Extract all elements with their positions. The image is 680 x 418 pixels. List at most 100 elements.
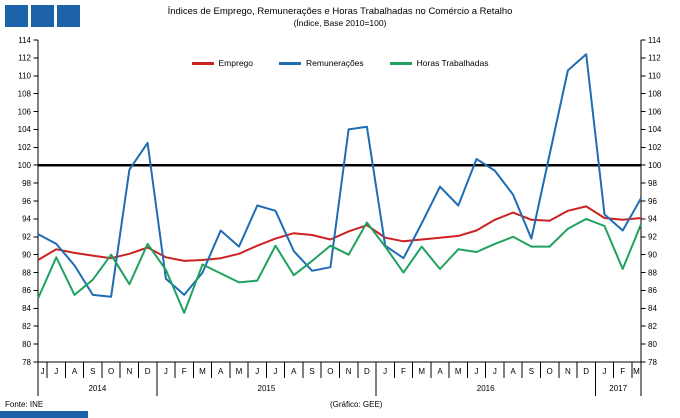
chart-subtitle: (Índice, Base 2010=100) [293,17,387,28]
month-label: M [455,367,462,376]
y-axis-label-left: 108 [18,89,32,98]
y-axis-label-right: 80 [648,340,657,349]
month-label: D [583,367,589,376]
month-label: J [383,367,387,376]
logo-square-icon [5,5,28,27]
month-label: J [255,367,259,376]
month-label: J [475,367,479,376]
month-label: J [54,367,58,376]
y-axis-label-left: 102 [18,143,32,152]
legend-label: Horas Trabalhadas [416,58,489,68]
legend-label: Remunerações [306,58,364,68]
month-label: O [327,367,333,376]
y-axis-label-right: 102 [648,143,662,152]
month-label: S [309,367,314,376]
month-label: A [437,367,443,376]
logo-square-icon [57,5,80,27]
month-label: J [41,367,45,376]
y-axis-label-left: 86 [22,286,31,295]
month-label: M [199,367,206,376]
month-label: M [633,367,640,376]
source-label: Fonte: INE [5,400,44,409]
y-axis-label-right: 104 [648,125,662,134]
y-axis-label-left: 104 [18,125,32,134]
y-axis-label-right: 108 [648,89,662,98]
month-label: S [90,367,95,376]
y-axis-label-left: 90 [22,250,31,259]
month-label: S [529,367,534,376]
month-label: O [547,367,553,376]
y-axis-label-left: 96 [22,197,31,206]
y-axis-label-right: 110 [648,72,661,81]
month-label: D [364,367,370,376]
y-axis-label-left: 106 [18,107,32,116]
month-label: J [274,367,278,376]
y-axis-label-right: 100 [648,161,662,170]
series-line-remunerações [37,53,642,298]
chart-title: Índices de Emprego, Remunerações e Horas… [167,6,513,17]
legend-swatch-icon [279,61,302,65]
month-label: M [236,367,243,376]
year-label: 2016 [477,384,495,393]
month-label: A [72,367,78,376]
year-label: 2014 [88,384,106,393]
month-label: N [565,367,571,376]
bottom-accent-bar [0,411,88,418]
month-label: F [182,367,187,376]
chart-title-block: Índices de Emprego, Remunerações e Horas… [0,6,680,29]
month-label: A [291,367,297,376]
month-label: D [145,367,151,376]
legend-item-remunerações: Remunerações [279,58,364,68]
y-axis-label-right: 92 [648,233,657,242]
logo-square-icon [31,5,54,27]
y-axis-label-left: 110 [18,72,31,81]
y-axis-label-right: 112 [648,54,661,63]
y-axis-label-left: 80 [22,340,31,349]
y-axis-label-right: 94 [648,215,657,224]
chart-legend: Emprego Remunerações Horas Trabalhadas [0,58,680,68]
month-label: M [418,367,425,376]
y-axis-label-left: 78 [22,358,31,367]
y-axis-label-left: 112 [18,54,31,63]
y-axis-label-right: 84 [648,304,657,313]
legend-label: Emprego [218,58,254,68]
y-axis-label-left: 92 [22,233,31,242]
legend-swatch-icon [191,61,214,65]
y-axis-label-left: 94 [22,215,31,224]
legend-item-emprego: Emprego [191,58,254,68]
legend-item-horas-trabalhadas: Horas Trabalhadas [389,58,489,68]
y-axis-label-right: 114 [648,36,661,45]
y-axis-label-right: 86 [648,286,657,295]
month-label: N [346,367,352,376]
y-axis-label-right: 106 [648,107,662,116]
y-axis-label-right: 98 [648,179,657,188]
year-label: 2017 [609,384,627,393]
month-label: F [401,367,406,376]
month-label: J [602,367,606,376]
y-axis-label-right: 88 [648,268,657,277]
series-line-emprego [37,205,642,262]
month-label: J [493,367,497,376]
year-label: 2015 [258,384,276,393]
y-axis-label-left: 88 [22,268,31,277]
y-axis-label-right: 78 [648,358,657,367]
credit-label: (Gráfico: GEE) [330,400,383,409]
y-axis-label-left: 114 [18,36,31,45]
y-axis-label-left: 82 [22,322,31,331]
y-axis-label-right: 96 [648,197,657,206]
month-label: J [164,367,168,376]
y-axis-label-left: 84 [22,304,31,313]
month-label: O [108,367,114,376]
series-line-horas-trabalhadas [37,217,642,314]
legend-swatch-icon [389,61,412,65]
month-label: A [218,367,224,376]
month-label: F [620,367,625,376]
logo-squares-icon [5,5,80,27]
y-axis-label-right: 90 [648,250,657,259]
y-axis-label-left: 98 [22,179,31,188]
y-axis-label-right: 82 [648,322,657,331]
y-axis-label-left: 100 [18,161,32,170]
month-label: A [510,367,516,376]
